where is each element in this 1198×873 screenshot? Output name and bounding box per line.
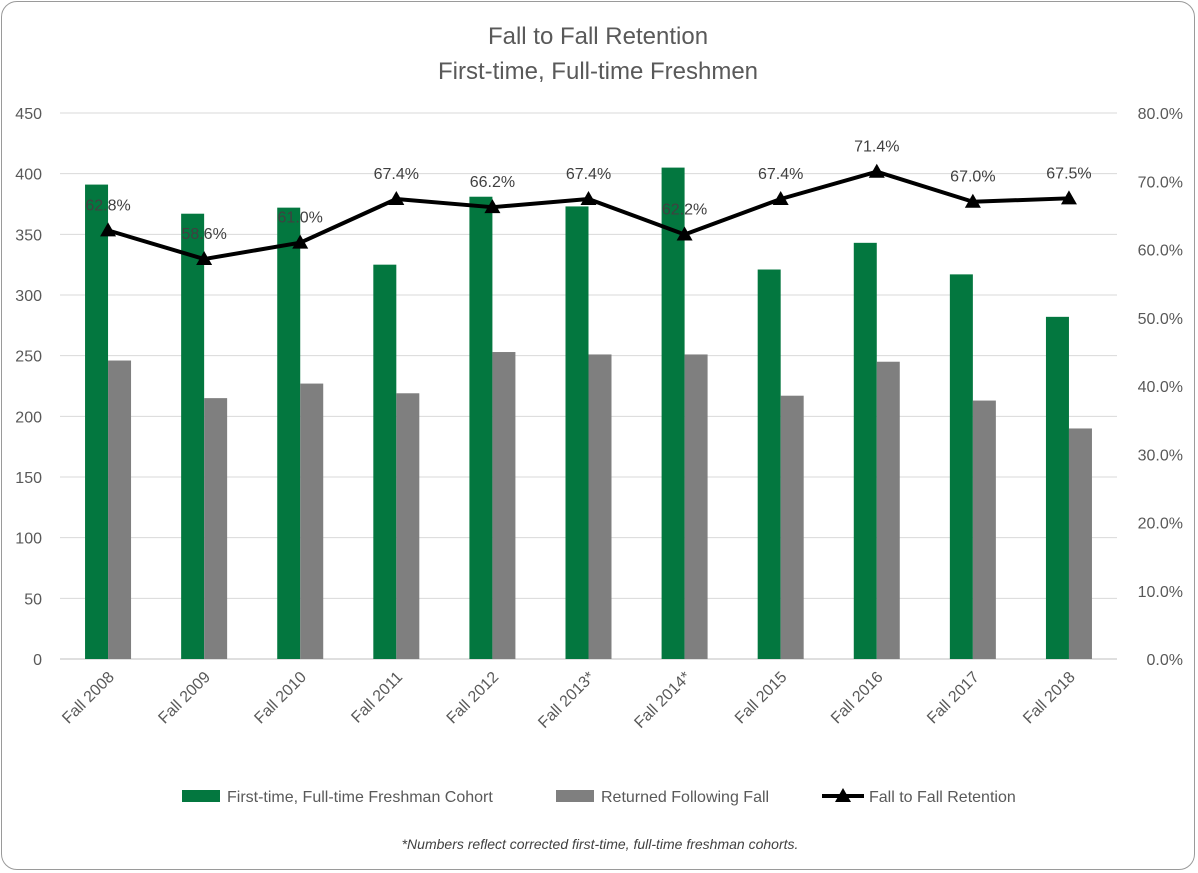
returned-bar xyxy=(300,383,324,659)
right-tick-label: 10.0% xyxy=(1138,584,1183,601)
retention-data-label: 62.8% xyxy=(85,197,130,214)
returned-bar xyxy=(1068,428,1092,659)
left-tick-label: 150 xyxy=(15,470,42,487)
retention-data-label: 67.4% xyxy=(758,166,803,183)
cohort-bar xyxy=(373,264,397,659)
legend-label: First-time, Full-time Freshman Cohort xyxy=(227,789,493,806)
cohort-bar xyxy=(949,274,973,659)
left-tick-label: 0 xyxy=(33,652,42,669)
retention-data-label: 62.2% xyxy=(662,201,707,218)
chart-subtitle: First-time, Full-time Freshmen xyxy=(438,58,758,85)
right-tick-label: 30.0% xyxy=(1138,447,1183,464)
footnote: *Numbers reflect corrected first-time, f… xyxy=(402,836,799,852)
right-axis: 0.0% 10.0% 20.0% 30.0% 40.0% 50.0% 60.0% 70.0% 8… xyxy=(1138,106,1183,669)
x-tick-label: Fall 2017 xyxy=(924,669,983,728)
retention-marker xyxy=(676,226,693,241)
left-tick-label: 50 xyxy=(24,591,42,608)
retention-marker xyxy=(100,222,117,237)
returned-bar xyxy=(684,354,708,659)
retention-marker xyxy=(964,193,981,208)
bars xyxy=(85,167,1092,659)
legend-item-cohort: First-time, Full-time Freshman Cohort xyxy=(182,789,493,806)
left-axis: 0 50 100 150 200 250 300 350 400 450 xyxy=(15,106,42,669)
right-tick-label: 80.0% xyxy=(1138,106,1183,123)
cohort-bar xyxy=(85,184,109,659)
cohort-bar xyxy=(181,213,205,659)
retention-marker xyxy=(580,190,597,205)
retention-marker xyxy=(1060,190,1077,205)
returned-bar xyxy=(396,393,420,659)
retention-data-label: 58.6% xyxy=(181,226,226,243)
cohort-bar xyxy=(853,242,877,659)
legend-swatch xyxy=(556,790,594,802)
left-tick-label: 250 xyxy=(15,349,42,366)
legend-swatch xyxy=(182,790,220,802)
x-tick-label: Fall 2011 xyxy=(348,669,406,727)
retention-data-label: 71.4% xyxy=(854,139,899,156)
left-tick-label: 100 xyxy=(15,531,42,548)
legend-item-returned: Returned Following Fall xyxy=(556,789,769,806)
retention-data-label: 67.4% xyxy=(566,166,611,183)
cohort-bar xyxy=(1045,316,1069,659)
x-axis-labels: Fall 2008 Fall 2009 Fall 2010 Fall 2011 Fall… xyxy=(59,669,1079,732)
retention-marker xyxy=(868,163,885,178)
x-tick-label: Fall 2009 xyxy=(155,669,214,728)
x-tick-label: Fall 2015 xyxy=(732,669,791,728)
x-tick-label: Fall 2012 xyxy=(444,669,503,728)
retention-marker xyxy=(196,251,213,266)
cohort-bar xyxy=(661,167,685,659)
retention-data-label: 67.4% xyxy=(374,166,419,183)
cohort-bar xyxy=(565,206,589,659)
returned-bar xyxy=(204,398,228,659)
gridlines xyxy=(60,112,1117,660)
left-tick-label: 400 xyxy=(15,167,42,184)
retention-marker xyxy=(388,190,405,205)
retention-data-label: 67.5% xyxy=(1046,165,1091,182)
retention-marker xyxy=(484,199,501,214)
x-tick-label: Fall 2010 xyxy=(251,669,310,728)
retention-data-label: 67.0% xyxy=(950,169,995,186)
returned-bar xyxy=(588,354,612,659)
x-tick-label: Fall 2014* xyxy=(631,669,694,732)
x-tick-label: Fall 2008 xyxy=(59,669,118,728)
returned-bar xyxy=(876,361,900,659)
right-tick-label: 20.0% xyxy=(1138,516,1183,533)
right-tick-label: 50.0% xyxy=(1138,311,1183,328)
retention-data-label: 66.2% xyxy=(470,174,515,191)
right-tick-label: 0.0% xyxy=(1147,652,1183,669)
left-tick-label: 300 xyxy=(15,288,42,305)
returned-bar xyxy=(780,395,804,659)
left-tick-label: 450 xyxy=(15,106,42,123)
cohort-bar xyxy=(469,196,493,659)
returned-bar xyxy=(972,400,996,659)
x-tick-label: Fall 2016 xyxy=(828,669,887,728)
legend-item-retention: Fall to Fall Retention xyxy=(822,788,1016,806)
legend-marker xyxy=(835,788,851,802)
retention-marker xyxy=(292,234,309,249)
right-tick-label: 60.0% xyxy=(1138,243,1183,260)
legend-label: Returned Following Fall xyxy=(601,789,769,806)
retention-data-label: 61.0% xyxy=(278,210,323,227)
left-tick-label: 350 xyxy=(15,227,42,244)
x-tick-label: Fall 2013* xyxy=(535,669,598,732)
retention-marker xyxy=(772,190,789,205)
chart-title: Fall to Fall Retention xyxy=(488,23,708,50)
returned-bar xyxy=(108,360,132,659)
retention-line: 62.8% 58.6% 61.0% 67.4% 66.2% 67.4% 62.2% 67.4%… xyxy=(85,139,1092,266)
right-tick-label: 70.0% xyxy=(1138,174,1183,191)
left-tick-label: 200 xyxy=(15,409,42,426)
returned-bar xyxy=(492,352,516,659)
cohort-bar xyxy=(277,207,301,659)
right-tick-label: 40.0% xyxy=(1138,379,1183,396)
x-tick-label: Fall 2018 xyxy=(1020,669,1079,728)
legend: First-time, Full-time Freshman Cohort Ret… xyxy=(182,788,1016,806)
legend-label: Fall to Fall Retention xyxy=(869,789,1016,806)
cohort-bar xyxy=(757,269,781,659)
